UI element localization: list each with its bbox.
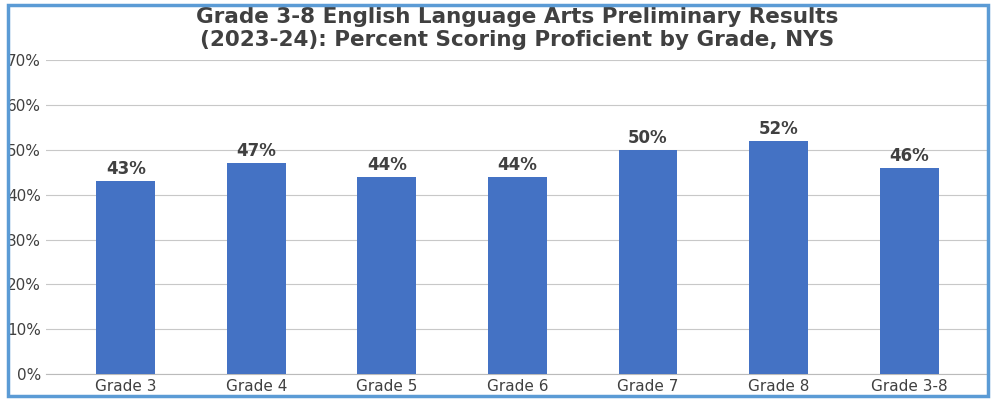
Bar [97, 181, 155, 374]
Text: 50%: 50% [628, 129, 667, 147]
Bar [227, 163, 286, 374]
Text: 43%: 43% [106, 160, 145, 178]
Text: 44%: 44% [497, 156, 538, 174]
Text: 47%: 47% [236, 142, 276, 160]
Bar [488, 177, 547, 374]
Title: Grade 3-8 English Language Arts Preliminary Results
(2023-24): Percent Scoring P: Grade 3-8 English Language Arts Prelimin… [196, 7, 839, 50]
Bar [879, 168, 938, 374]
Bar [619, 150, 677, 374]
Text: 46%: 46% [889, 147, 929, 164]
Bar [749, 141, 808, 374]
Bar [358, 177, 416, 374]
Text: 52%: 52% [759, 119, 799, 138]
Text: 44%: 44% [367, 156, 406, 174]
